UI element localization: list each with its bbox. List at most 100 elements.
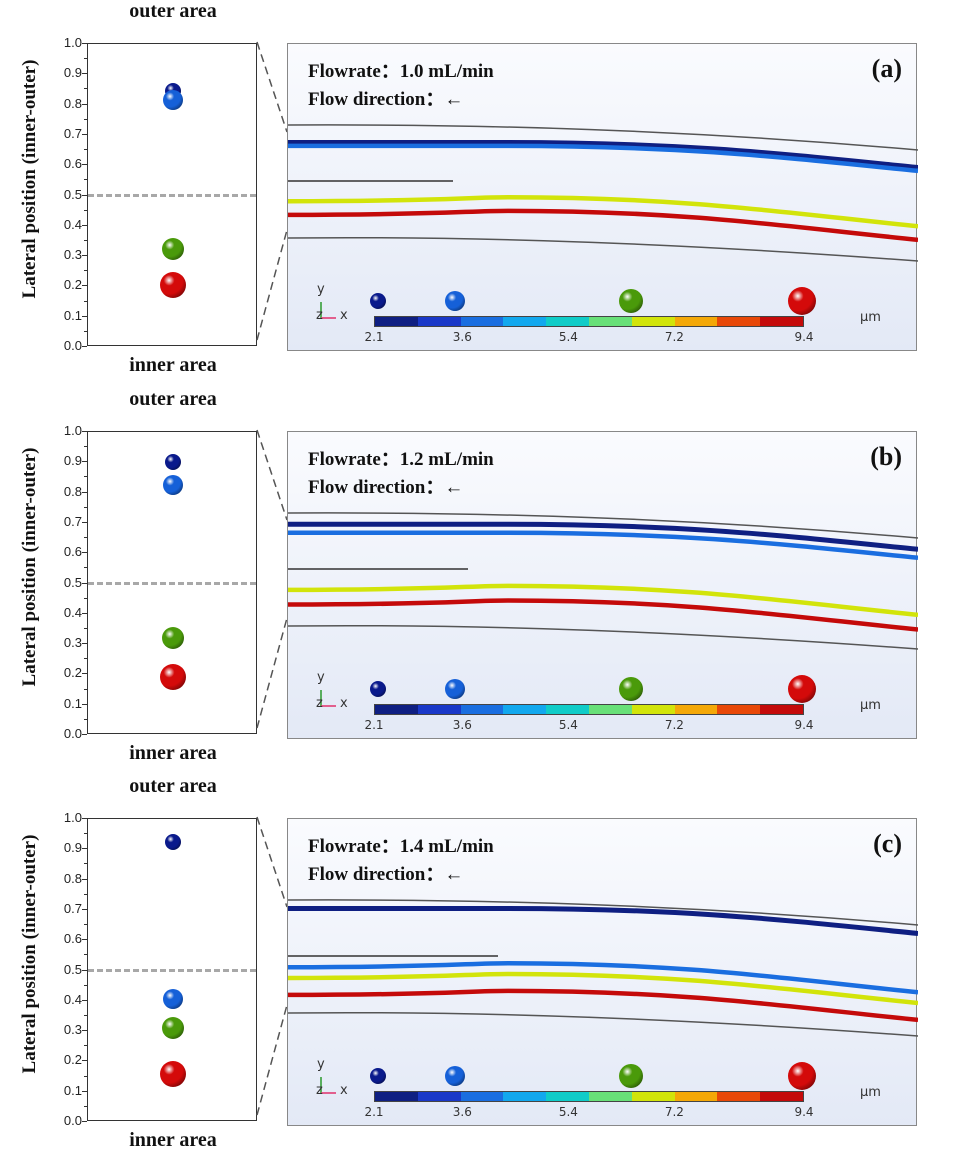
y-tick-major [82,224,87,226]
streamline-3.6um [288,530,918,561]
y-tick-minor [84,954,87,956]
scatter-plot-area [87,431,257,734]
colorbar-segment [717,1092,761,1101]
y-tick-minor [84,1105,87,1107]
y-tick-major [82,521,87,523]
y-tick-minor [84,924,87,926]
channel-inner-wall [288,236,918,262]
colorbar-segment [460,705,504,714]
y-axis-label: Lateral position (inner-outer) [19,834,40,1074]
y-tick-major [82,43,87,44]
y-tick-major [82,552,87,554]
legend-particle-9.4um [788,675,816,703]
colorbar-segment [546,1092,589,1101]
y-tick-minor [84,239,87,241]
panel-label: (a) [871,54,902,83]
y-tick-label: 0.1 [63,695,82,711]
colorbar-tick-label: 9.4 [794,330,814,344]
y-tick-minor [84,476,87,478]
y-tick-major [82,133,87,135]
reference-line-0.5 [88,193,256,197]
colorbar-segment [546,705,589,714]
scatter-plot-area [87,43,257,346]
particle-3.6um [163,989,183,1010]
colorbar-segment [375,317,418,326]
legend-particle-2.1um [370,293,386,309]
channel-inner-wall [288,624,918,650]
inner-area-label: inner area [129,742,217,764]
y-tick-minor [84,597,87,599]
y-tick-label: 0.4 [63,991,82,1007]
colorbar-segment [631,1092,675,1101]
colorbar-segment [460,1092,504,1101]
flow-direction-text: Flow direction：← [308,864,464,885]
streamline-2.1um [288,140,918,171]
legend-particle-7.2um [619,1064,643,1088]
flowrate-text: Flowrate：1.2 mL/min [308,449,494,470]
simulation-panel: Flowrate：1.0 mL/min Flow direction：← (a) 2.… [287,43,918,351]
colorbar-tick-label: 2.1 [364,718,384,732]
axes-triad-svg [320,1077,336,1094]
y-tick-label: 0.3 [63,1022,82,1038]
axes-triad-svg [320,302,336,319]
legend-particle-7.2um [619,677,643,701]
y-tick-label: 0.0 [63,338,82,353]
colorbar-tick-label: 9.4 [794,718,814,732]
y-axis-label: Lateral position (inner-outer) [19,59,40,299]
colorbar-segment [417,705,461,714]
y-tick-label: 0.8 [63,483,82,499]
colorbar-tick-label: 5.4 [558,718,578,732]
y-tick-major [82,255,87,257]
zoom-connector-0 [256,429,288,521]
y-tick-major [82,848,87,850]
y-tick-minor [84,506,87,508]
y-tick-label: 0.6 [63,931,82,947]
y-tick-major [82,999,87,1001]
y-tick-major [82,1060,87,1062]
y-tick-minor [84,179,87,181]
colorbar-segment [460,317,504,326]
y-tick-minor [84,446,87,448]
colorbar-tick-label: 7.2 [664,718,684,732]
y-tick-label: 0.5 [63,574,82,590]
zoom-connector-lines [256,816,288,1116]
y-tick-major [82,612,87,614]
colorbar-tick-label: 3.6 [452,718,472,732]
y-tick-minor [84,118,87,120]
inner-area-label: inner area [129,354,217,376]
simulation-panel: Flowrate：1.4 mL/min Flow direction：← (c) 2.… [287,818,918,1126]
y-tick-label: 0.6 [63,156,82,172]
y-tick-label: 1.0 [63,423,82,438]
y-tick-minor [84,330,87,332]
y-tick-label: 1.0 [63,810,82,825]
colorbar-segment [631,705,675,714]
axes-triad-svg [320,690,336,707]
triad-z-label: z [316,308,323,323]
reference-line-0.5 [88,581,256,585]
y-tick-label: 0.3 [63,635,82,651]
colorbar-segment [503,317,547,326]
streamlines [288,899,918,1037]
legend-particle-2.1um [370,681,386,697]
y-tick-label: 0.9 [63,840,82,856]
colorbar-segment [503,1092,547,1101]
y-tick-major [82,969,87,971]
triad-y-label: y [317,1057,325,1072]
y-tick-minor [84,300,87,302]
particle-9.4um [160,271,186,298]
colorbar [374,704,804,715]
streamline-7.2um [288,971,918,1006]
colorbar-segment [631,317,675,326]
colorbar-segment [375,705,418,714]
y-tick-major [82,939,87,941]
panel-label: (b) [870,442,902,471]
outer-area-label: outer area [129,388,217,410]
y-tick-minor [84,209,87,211]
y-tick-major [82,194,87,196]
flow-direction-text: Flow direction：← [308,89,464,110]
channel-outer-wall [288,899,918,926]
legend-particle-9.4um [788,1062,816,1090]
y-tick-minor [84,718,87,720]
colorbar-tick-label: 2.1 [364,330,384,344]
particle-2.1um [165,454,181,471]
